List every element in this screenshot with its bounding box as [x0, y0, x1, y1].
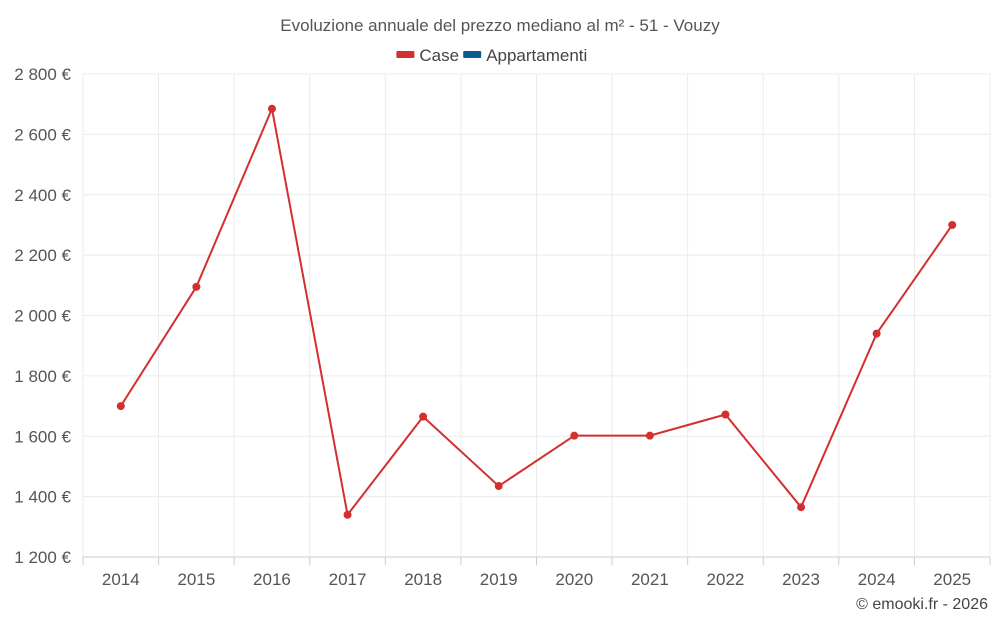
- data-point[interactable]: [267, 104, 276, 113]
- legend-swatch: [396, 51, 415, 58]
- x-tick-label: 2025: [933, 570, 971, 589]
- x-tick-label: 2022: [707, 570, 745, 589]
- y-tick-label: 1 400 €: [14, 488, 71, 507]
- x-tick-label: 2015: [177, 570, 215, 589]
- y-tick-label: 2 600 €: [14, 125, 71, 144]
- y-tick-label: 2 200 €: [14, 246, 71, 265]
- legend-label: Appartamenti: [486, 46, 587, 65]
- y-tick-label: 1 200 €: [14, 548, 71, 567]
- x-tick-label: 2020: [555, 570, 593, 589]
- legend-item-appartamenti[interactable]: Appartamenti: [463, 46, 587, 65]
- y-axis: 1 200 € 1 400 € 1 600 € 1 800 € 2 000 € 2 200…: [14, 65, 71, 567]
- x-tick-label: 2019: [480, 570, 518, 589]
- x-tick-label: 2016: [253, 570, 291, 589]
- y-tick-label: 1 800 €: [14, 367, 71, 386]
- y-tick-label: 2 400 €: [14, 186, 71, 205]
- data-point[interactable]: [645, 431, 654, 440]
- legend-item-case[interactable]: Case: [396, 46, 459, 65]
- x-tick-label: 2023: [782, 570, 820, 589]
- data-point[interactable]: [343, 510, 352, 519]
- legend-label: Case: [419, 46, 459, 65]
- data-point[interactable]: [797, 503, 806, 512]
- data-point[interactable]: [948, 220, 957, 229]
- y-tick-label: 1 600 €: [14, 427, 71, 446]
- series-group: [116, 104, 957, 519]
- data-point[interactable]: [570, 431, 579, 440]
- data-point[interactable]: [872, 329, 881, 338]
- legend: Case Appartamenti: [396, 46, 587, 65]
- x-tick-label: 2017: [329, 570, 367, 589]
- x-axis: 2014 2015 2016 2017 2018 2019 2020 2021 2022 2023…: [82, 557, 991, 589]
- grid: [82, 73, 991, 558]
- data-point[interactable]: [721, 410, 730, 419]
- y-tick-label: 2 000 €: [14, 307, 71, 326]
- x-tick-label: 2018: [404, 570, 442, 589]
- x-tick-label: 2024: [858, 570, 896, 589]
- series-line-case: [119, 107, 954, 516]
- data-point[interactable]: [494, 482, 503, 491]
- data-point[interactable]: [192, 282, 201, 291]
- legend-swatch: [463, 51, 482, 58]
- x-tick-label: 2014: [102, 570, 140, 589]
- chart-title: Evoluzione annuale del prezzo mediano al…: [280, 16, 720, 35]
- data-point[interactable]: [419, 412, 428, 421]
- credit-text: © emooki.fr - 2026: [856, 596, 988, 613]
- y-tick-label: 2 800 €: [14, 65, 71, 84]
- data-point[interactable]: [116, 402, 125, 411]
- x-tick-label: 2021: [631, 570, 669, 589]
